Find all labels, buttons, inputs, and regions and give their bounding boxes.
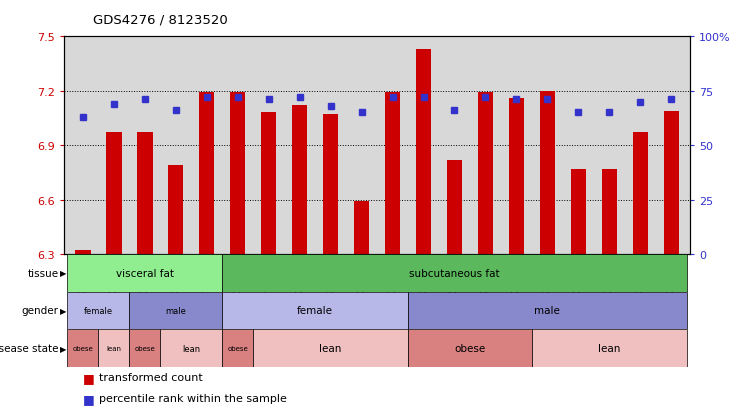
Text: visceral fat: visceral fat [116,268,174,278]
Bar [99,330,129,367]
Text: subcutaneous fat: subcutaneous fat [409,268,500,278]
Text: ■: ■ [83,371,95,384]
Bar [509,99,524,254]
Text: male: male [165,306,186,315]
Text: obese: obese [454,343,485,353]
Bar [571,169,586,254]
Text: female: female [84,306,113,315]
Bar [416,50,431,254]
Text: gender: gender [21,306,58,316]
Text: obese: obese [134,345,155,351]
Bar [129,330,161,367]
Text: female: female [297,306,333,316]
Text: GDS4276 / 8123520: GDS4276 / 8123520 [93,14,228,27]
Bar [539,91,555,254]
Bar [168,166,183,254]
Text: lean: lean [182,344,200,353]
Bar [292,106,307,254]
Text: tissue: tissue [27,268,58,278]
Text: disease state: disease state [0,343,58,353]
Bar [602,169,617,254]
Text: transformed count: transformed count [99,373,202,382]
Bar [161,330,222,367]
Text: male: male [534,306,561,316]
Bar [354,202,369,254]
Bar [664,112,679,254]
Bar [477,93,493,254]
Bar [408,292,687,330]
Bar [222,330,253,367]
Text: obese: obese [72,345,93,351]
Text: lean: lean [320,343,342,353]
Bar [230,93,245,254]
Text: lean: lean [107,345,121,351]
Text: lean: lean [598,343,620,353]
Text: ▶: ▶ [60,306,66,315]
Bar [261,113,277,254]
Bar [67,330,99,367]
Bar [222,292,408,330]
Text: ▶: ▶ [60,344,66,353]
Bar [137,133,153,254]
Text: obese: obese [227,345,248,351]
Bar [75,251,91,254]
Text: ■: ■ [83,392,95,405]
Bar [447,160,462,254]
Bar [199,93,215,254]
Bar [532,330,687,367]
Bar [385,93,400,254]
Bar [253,330,408,367]
Bar [222,254,687,292]
Bar [633,133,648,254]
Text: percentile rank within the sample: percentile rank within the sample [99,394,286,404]
Bar [106,133,121,254]
Bar [323,115,338,254]
Bar [67,254,222,292]
Bar [129,292,222,330]
Bar [408,330,532,367]
Text: ▶: ▶ [60,268,66,278]
Bar [67,292,129,330]
